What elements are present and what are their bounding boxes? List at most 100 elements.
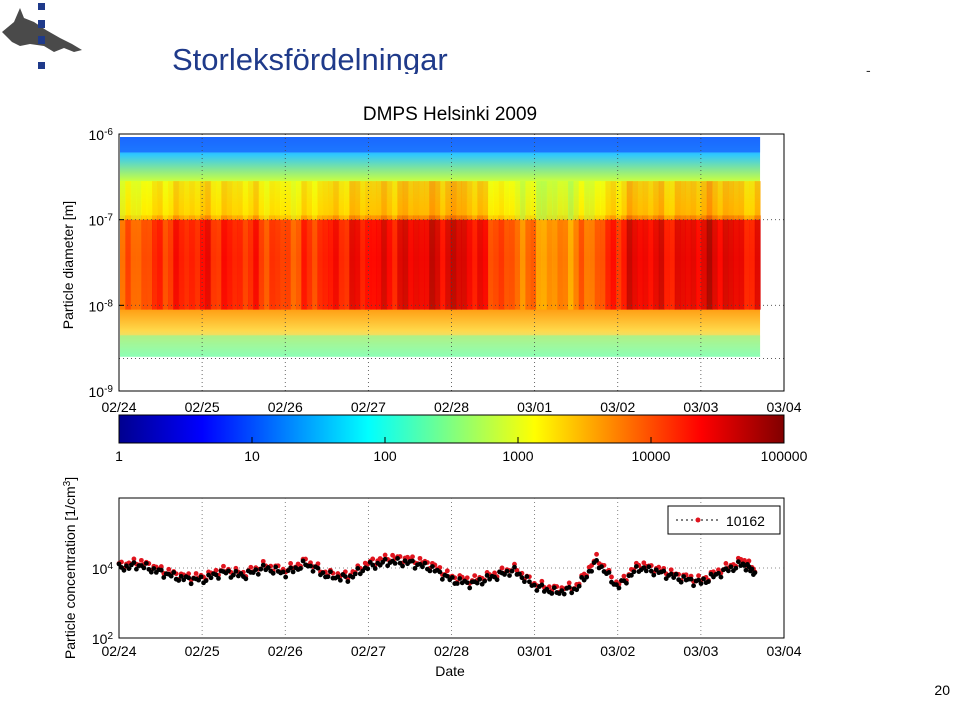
heatmap-column-upper [621, 181, 628, 220]
scatter-point-black [519, 575, 525, 581]
heatmap-column [296, 215, 302, 310]
heatmap-top-band [120, 137, 761, 153]
heatmap-column-upper [552, 181, 558, 220]
scatter-point-black [315, 565, 321, 571]
heatmap-column-upper [504, 181, 510, 220]
heatmap-column [642, 215, 649, 310]
scatter-point-black [412, 565, 418, 571]
scatter-point-black [696, 577, 701, 583]
scatter-point-black [566, 584, 572, 590]
heatmap-column-upper [221, 181, 228, 220]
scatter-xtick-label: 03/01 [517, 643, 552, 659]
heatmap-column-upper [738, 181, 745, 220]
heatmap-column [733, 215, 740, 310]
heatmap-column [573, 215, 580, 310]
scatter-point-black [688, 576, 694, 582]
scatter-point-red [444, 568, 450, 574]
heatmap-column [141, 215, 148, 310]
heatmap-column [621, 215, 628, 310]
scatter-xtick-label: 02/27 [351, 643, 386, 659]
heatmap-column-upper [402, 181, 409, 220]
heatmap-column-upper [530, 181, 537, 220]
heatmap-column-upper [146, 181, 153, 220]
heatmap-column-upper [285, 181, 292, 220]
heatmap-column-upper [386, 181, 393, 220]
heatmap-column [584, 215, 590, 310]
heatmap-column-upper [253, 181, 260, 220]
heatmap-column-upper [664, 181, 670, 220]
scatter-point-red [417, 555, 423, 561]
scatter-point-black [400, 563, 405, 569]
heatmap-column [653, 215, 660, 310]
scatter-point-black [504, 568, 510, 574]
heatmap-column-upper [429, 181, 436, 220]
scatter-point-black [186, 575, 192, 581]
heatmap-column-upper [573, 181, 580, 220]
scatter-point-red [492, 570, 497, 576]
heatmap-column-upper [258, 181, 265, 220]
heatmap-column [600, 215, 606, 310]
heatmap-column [541, 215, 548, 310]
heatmap-column-upper [520, 181, 526, 220]
heatmap-xtick-label: 02/28 [434, 399, 469, 415]
scatter-point-black [231, 572, 236, 578]
heatmap-column-upper [125, 181, 132, 220]
scatter-xlabel: Date [435, 663, 465, 679]
heatmap-column [610, 215, 617, 310]
heatmap-column [514, 215, 521, 310]
heatmap-column-upper [333, 181, 340, 220]
scatter-point-red [138, 557, 144, 563]
scatter-point-black [743, 567, 749, 573]
colorbar-tick-label: 100000 [761, 448, 808, 464]
scatter-point-red [131, 556, 137, 562]
heatmap-column-upper [642, 181, 649, 220]
heatmap-column [349, 215, 356, 310]
scatter-point-black [474, 580, 480, 586]
heatmap-column-upper [141, 181, 148, 220]
scatter-point-black [477, 576, 483, 582]
heatmap-column [637, 215, 644, 310]
scatter-point-black [208, 575, 214, 581]
heatmap-column-upper [130, 181, 137, 220]
scatter-point-black [273, 564, 279, 570]
scatter-xtick-label: 02/26 [268, 643, 303, 659]
scatter-point-black [372, 566, 378, 571]
heatmap-xtick-label: 03/02 [600, 399, 635, 415]
heatmap-ytick-label: 10-9 [89, 384, 114, 401]
heatmap-column-upper [749, 181, 756, 220]
heatmap-column [168, 215, 174, 310]
heatmap-column [546, 215, 553, 310]
scatter-point-black [531, 582, 537, 588]
heatmap-column [312, 215, 318, 310]
heatmap-column [370, 215, 377, 310]
scatter-point-black [549, 591, 555, 596]
heatmap-column-upper [584, 181, 590, 220]
colorbar-tick-label: 10 [244, 448, 260, 464]
heatmap-column [402, 215, 409, 310]
legend-label: 10162 [726, 513, 765, 529]
heatmap-column [488, 215, 494, 310]
heatmap-column-upper [338, 181, 345, 220]
heatmap-column-upper [632, 181, 638, 220]
heatmap-column-upper [306, 181, 313, 220]
heatmap-column [146, 215, 153, 310]
scatter-point-black [698, 581, 704, 586]
scatter-point-black [148, 569, 154, 575]
scatter-point-black [733, 565, 739, 571]
scatter-point-black [599, 564, 604, 570]
scatter-point-black [509, 568, 515, 574]
scatter-point-black [126, 566, 132, 571]
scatter-ytick-label: 104 [92, 561, 114, 578]
scatter-point-red [288, 561, 294, 566]
heatmap-column [712, 215, 718, 310]
heatmap-column [749, 215, 756, 310]
heatmap-column-upper [706, 181, 713, 220]
heatmap-column [237, 215, 244, 310]
heatmap-column-upper [205, 181, 212, 220]
heatmap-xtick-label: 02/25 [185, 399, 220, 415]
scatter-point-black [253, 567, 259, 573]
heatmap-column-upper [717, 181, 724, 220]
heatmap-column [589, 215, 596, 310]
scatter-point-red [594, 551, 599, 557]
heatmap-column-upper [317, 181, 324, 220]
